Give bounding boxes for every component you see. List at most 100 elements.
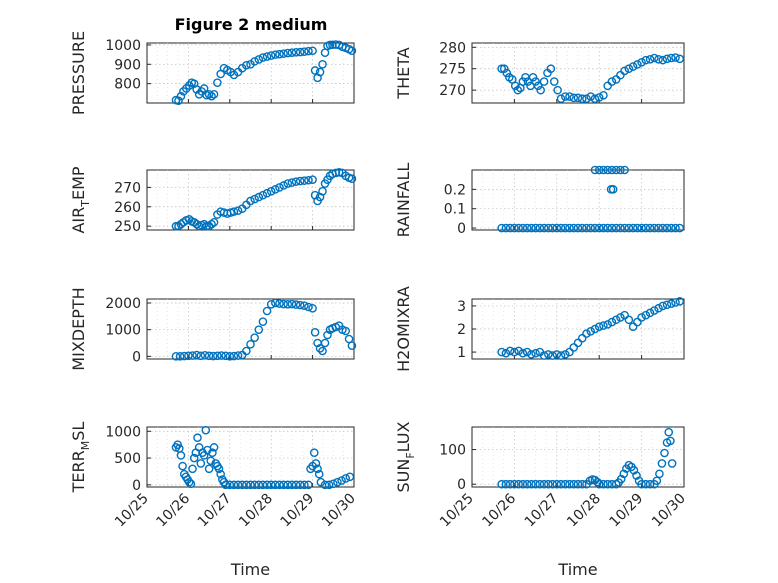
data-point bbox=[221, 351, 230, 361]
data-point bbox=[308, 304, 317, 313]
data-point bbox=[556, 479, 566, 489]
data-point bbox=[318, 346, 327, 356]
data-point bbox=[291, 177, 301, 186]
data-point bbox=[599, 165, 608, 175]
data-point bbox=[225, 352, 235, 361]
data-point bbox=[662, 300, 672, 310]
y-tick-label: 275 bbox=[439, 62, 466, 78]
data-point bbox=[603, 479, 612, 489]
data-point bbox=[497, 479, 506, 489]
data-point bbox=[620, 223, 629, 233]
data-point bbox=[204, 464, 214, 474]
data-point bbox=[569, 479, 579, 489]
data-point bbox=[266, 300, 276, 309]
data-point bbox=[505, 223, 515, 233]
data-point bbox=[655, 469, 664, 479]
data-point bbox=[204, 351, 214, 361]
data-point bbox=[175, 352, 185, 361]
data-point bbox=[527, 479, 536, 489]
data-point bbox=[275, 299, 284, 308]
data-point bbox=[184, 351, 193, 361]
data-point bbox=[552, 350, 562, 359]
data-point bbox=[611, 315, 621, 325]
data-point bbox=[666, 223, 676, 233]
data-point bbox=[233, 206, 243, 215]
data-point bbox=[501, 479, 511, 489]
y-tick-label: 270 bbox=[439, 83, 466, 99]
subplot-3: 250 260 270 AIRTEMP bbox=[69, 166, 357, 235]
data-point bbox=[518, 348, 528, 358]
data-point bbox=[262, 306, 272, 316]
data-point bbox=[569, 223, 579, 233]
data-point bbox=[531, 348, 540, 358]
data-point bbox=[341, 474, 351, 483]
y-tick-label: 2000 bbox=[105, 296, 141, 312]
data-point bbox=[620, 66, 629, 76]
data-point bbox=[345, 472, 355, 482]
data-point bbox=[565, 347, 574, 357]
data-point bbox=[671, 53, 680, 62]
data-point bbox=[254, 192, 264, 202]
data-point bbox=[645, 54, 655, 64]
data-point bbox=[522, 223, 532, 233]
data-point bbox=[577, 479, 587, 489]
data-point bbox=[662, 223, 672, 233]
data-point bbox=[527, 223, 536, 233]
data-point bbox=[514, 223, 523, 233]
data-point bbox=[513, 85, 523, 95]
y-tick-label: 0.1 bbox=[444, 202, 466, 218]
data-point bbox=[505, 479, 515, 489]
data-point bbox=[246, 480, 255, 490]
data-point bbox=[229, 207, 239, 216]
data-point bbox=[658, 223, 668, 233]
data-point bbox=[633, 60, 642, 69]
data-point bbox=[616, 223, 625, 233]
data-point bbox=[209, 217, 219, 227]
data-point bbox=[186, 479, 196, 489]
data-point bbox=[560, 350, 570, 359]
data-point bbox=[616, 165, 625, 175]
data-point bbox=[291, 480, 301, 490]
data-point bbox=[283, 300, 293, 309]
data-point bbox=[497, 223, 506, 233]
data-point bbox=[334, 168, 344, 177]
data-point bbox=[174, 96, 183, 105]
data-point bbox=[320, 338, 330, 348]
data-point bbox=[657, 459, 667, 468]
data-point bbox=[628, 223, 638, 233]
y-axis-label: THETA bbox=[394, 47, 413, 99]
y-axis-label: AIRTEMP bbox=[69, 166, 92, 233]
data-point bbox=[607, 223, 617, 233]
data-point bbox=[544, 479, 553, 489]
data-point bbox=[675, 54, 685, 64]
data-point bbox=[573, 93, 583, 103]
data-point bbox=[548, 351, 557, 360]
data-point bbox=[590, 223, 600, 233]
data-point bbox=[229, 480, 239, 490]
data-point bbox=[314, 469, 324, 479]
data-point bbox=[565, 479, 574, 489]
data-point bbox=[535, 223, 545, 233]
data-point bbox=[300, 176, 309, 185]
data-point bbox=[533, 81, 543, 91]
data-point bbox=[531, 223, 540, 233]
data-point bbox=[590, 324, 600, 334]
data-point bbox=[675, 223, 685, 233]
data-point bbox=[200, 350, 210, 360]
data-point bbox=[586, 327, 596, 336]
data-point bbox=[624, 315, 634, 325]
data-point bbox=[176, 91, 186, 101]
data-point bbox=[304, 175, 313, 185]
data-point bbox=[586, 223, 596, 233]
data-point bbox=[603, 320, 612, 329]
data-point bbox=[304, 302, 313, 312]
data-point bbox=[666, 299, 676, 308]
data-point bbox=[275, 183, 284, 192]
data-point bbox=[620, 310, 629, 320]
data-point bbox=[300, 47, 309, 57]
data-point bbox=[645, 479, 655, 489]
data-point bbox=[254, 55, 264, 64]
data-point bbox=[569, 93, 579, 103]
figure-title: Figure 2 medium bbox=[175, 15, 328, 34]
data-point bbox=[641, 55, 651, 65]
